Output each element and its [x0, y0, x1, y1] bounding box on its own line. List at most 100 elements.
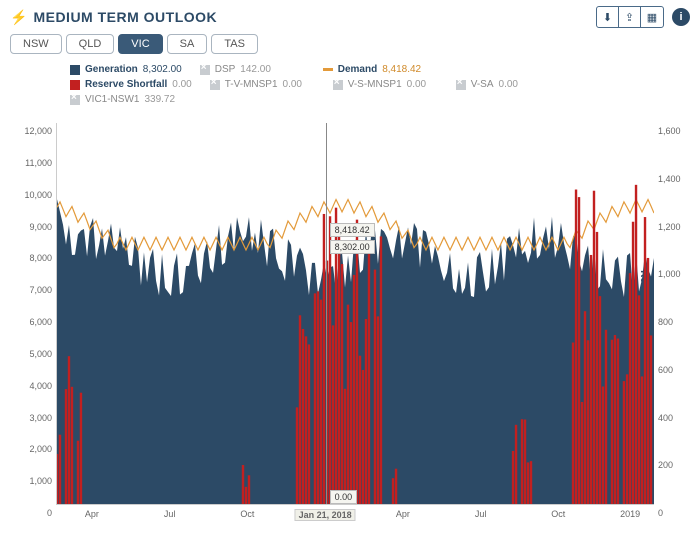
reserve-bar — [629, 273, 631, 504]
legend-value: 0.00 — [283, 79, 302, 90]
reserve-bar — [581, 402, 583, 504]
table-button[interactable]: ▦ — [641, 7, 663, 27]
legend-value: 8,302.00 — [143, 64, 182, 75]
ytick-left: 7,000 — [16, 285, 52, 295]
reserve-bar — [341, 264, 343, 504]
reserve-bar — [599, 296, 601, 504]
legend-item-dsp[interactable]: DSP142.00 — [200, 64, 305, 75]
xtick: 2019 — [620, 509, 640, 519]
ytick-right: 800 — [658, 317, 673, 327]
tab-qld[interactable]: QLD — [66, 34, 115, 54]
reserve-bar — [638, 295, 640, 504]
reserve-bar — [80, 393, 82, 504]
ytick-left: 9,000 — [16, 222, 52, 232]
ytick-left: 3,000 — [16, 413, 52, 423]
crosshair — [326, 123, 327, 504]
reserve-bar — [578, 197, 580, 504]
reserve-bar — [623, 381, 625, 504]
tab-vic[interactable]: VIC — [118, 34, 162, 54]
share-button[interactable]: ⇪ — [619, 7, 641, 27]
reserve-bar — [584, 311, 586, 504]
tab-nsw[interactable]: NSW — [10, 34, 62, 54]
xtick: Apr — [85, 509, 99, 519]
download-button[interactable]: ⬇ — [597, 7, 619, 27]
legend-swatch — [70, 65, 80, 75]
legend-label: V-SA — [471, 79, 494, 90]
xtick: Oct — [240, 509, 254, 519]
reserve-bar — [593, 191, 595, 504]
legend-value: 0.00 — [407, 79, 426, 90]
reserve-bar — [614, 335, 616, 504]
reserve-bar — [527, 462, 529, 504]
ytick-left: 4,000 — [16, 381, 52, 391]
reserve-bar — [302, 329, 304, 504]
reserve-bar — [329, 216, 331, 504]
ytick-right: 0 — [658, 508, 663, 518]
legend: Generation8,302.00 DSP142.00 Demand8,418.4… — [0, 62, 700, 115]
ytick-left: 6,000 — [16, 317, 52, 327]
reserve-bar — [587, 340, 589, 504]
legend-item-vic1[interactable]: VIC1-NSW1339.72 — [70, 94, 175, 105]
reserve-bar — [57, 454, 58, 504]
legend-item-vsm[interactable]: V-S-MNSP1 0.00 — [333, 79, 438, 90]
bolt-icon: ⚡ — [10, 9, 27, 26]
reserve-bar — [365, 319, 367, 504]
reserve-bar — [65, 389, 67, 504]
page-title: MEDIUM TERM OUTLOOK — [33, 9, 217, 25]
reserve-bar — [515, 425, 517, 504]
reserve-bar — [305, 336, 307, 504]
region-tabs: NSWQLDVICSATAS — [0, 32, 700, 62]
reserve-bar — [650, 335, 652, 504]
chart[interactable]: Supply and Demand (MW) Reserve Shortfall… — [0, 115, 700, 535]
reserve-bar — [590, 255, 592, 504]
reserve-bar — [575, 190, 577, 504]
xtick: Jul — [475, 509, 487, 519]
reserve-bar — [245, 487, 247, 504]
reserve-bar — [59, 435, 61, 504]
reserve-bar — [530, 461, 532, 504]
legend-label: V-S-MNSP1 — [348, 79, 402, 90]
ytick-left: 0 — [16, 508, 52, 518]
legend-swatch — [70, 95, 80, 105]
legend-item-demand[interactable]: Demand8,418.42 — [323, 64, 428, 75]
legend-item-generation[interactable]: Generation8,302.00 — [70, 64, 182, 75]
reserve-bar — [524, 420, 526, 504]
reserve-bar — [644, 217, 646, 504]
reserve-bar — [296, 407, 298, 504]
legend-swatch — [210, 80, 220, 90]
xtick: Jan 21, 2018 — [295, 509, 356, 521]
reserve-bar — [68, 356, 70, 504]
reserve-bar — [374, 270, 376, 504]
reserve-bar — [77, 441, 79, 504]
reserve-bar — [317, 291, 319, 504]
reserve-bar — [617, 339, 619, 504]
toolbar: ⬇ ⇪ ▦ i — [596, 6, 690, 28]
reserve-bar — [395, 469, 397, 504]
reserve-bar — [635, 185, 637, 504]
legend-swatch — [456, 80, 466, 90]
legend-label: T-V-MNSP1 — [225, 79, 278, 90]
ytick-right: 400 — [658, 413, 673, 423]
reserve-bar — [641, 376, 643, 504]
reserve-bar — [632, 222, 634, 504]
reserve-bar — [356, 220, 358, 504]
reserve-bar — [392, 478, 394, 504]
info-button[interactable]: i — [672, 8, 690, 26]
xtick: Oct — [551, 509, 565, 519]
ytick-left: 8,000 — [16, 253, 52, 263]
reserve-bar — [353, 275, 355, 504]
legend-item-vsa[interactable]: V-SA 0.00 — [456, 79, 561, 90]
ytick-right: 1,400 — [658, 174, 681, 184]
legend-item-tvm[interactable]: T-V-MNSP1 0.00 — [210, 79, 315, 90]
ytick-right: 200 — [658, 460, 673, 470]
tab-sa[interactable]: SA — [167, 34, 208, 54]
reserve-bar — [71, 387, 73, 504]
legend-value: 0.00 — [499, 79, 518, 90]
legend-value: 0.00 — [172, 79, 191, 90]
legend-swatch — [333, 80, 343, 90]
reserve-bar — [308, 344, 310, 504]
reserve-bar — [377, 316, 379, 504]
tab-tas[interactable]: TAS — [211, 34, 258, 54]
legend-item-reserve[interactable]: Reserve Shortfall0.00 — [70, 79, 192, 90]
reserve-bar — [359, 356, 361, 504]
